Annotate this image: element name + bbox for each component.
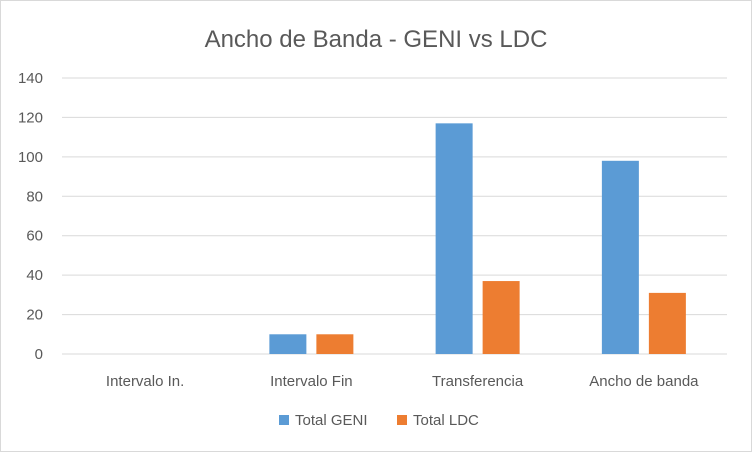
legend-swatch <box>397 415 407 425</box>
bars <box>269 123 686 354</box>
bar-ldc <box>316 334 354 354</box>
x-tick-label: Ancho de banda <box>589 373 699 390</box>
y-axis: 0 20 40 60 80 100 120 140 <box>18 70 43 363</box>
y-tick-label: 60 <box>26 228 43 245</box>
legend-swatch <box>279 415 289 425</box>
bar-ldc <box>648 292 686 354</box>
bar-geni <box>601 160 639 354</box>
x-tick-label: Intervalo Fin <box>270 373 353 390</box>
x-axis: Intervalo In. Intervalo Fin Transferencia A… <box>106 373 699 390</box>
legend: Total GENI Total LDC <box>279 412 479 429</box>
legend-label: Total LDC <box>413 412 479 429</box>
x-tick-label: Intervalo In. <box>106 373 184 390</box>
y-tick-label: 120 <box>18 109 43 126</box>
bar-ldc <box>482 281 520 354</box>
y-tick-label: 140 <box>18 70 43 87</box>
y-tick-label: 100 <box>18 149 43 166</box>
bar-geni <box>435 123 473 354</box>
y-tick-label: 0 <box>35 346 43 363</box>
y-tick-label: 40 <box>26 267 43 284</box>
legend-label: Total GENI <box>295 412 368 429</box>
bar-geni <box>269 334 307 354</box>
x-tick-label: Transferencia <box>432 373 524 390</box>
y-tick-label: 80 <box>26 188 43 205</box>
y-tick-label: 20 <box>26 307 43 324</box>
chart-title: Ancho de Banda - GENI vs LDC <box>205 26 548 53</box>
